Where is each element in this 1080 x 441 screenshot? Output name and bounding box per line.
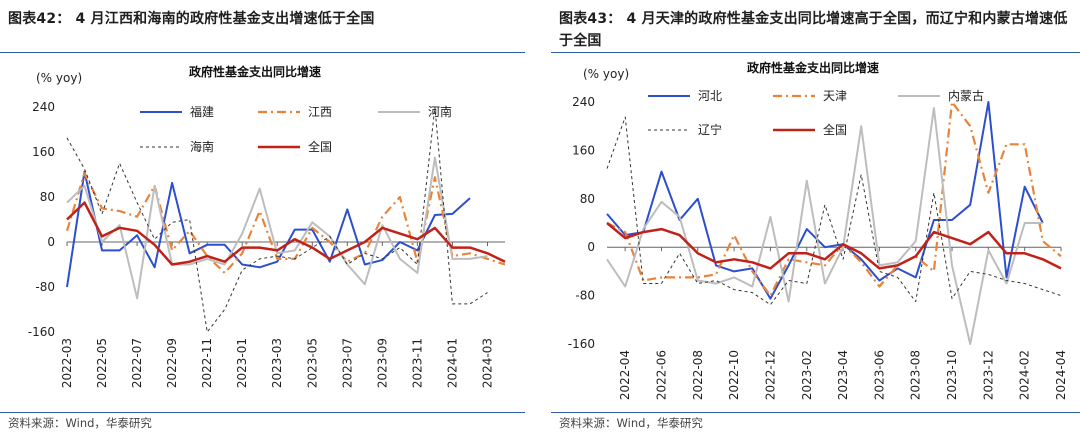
series-line-河南 [66, 156, 488, 300]
x-tick-label: 2022-08 [691, 350, 705, 400]
y-tick-label: -80 [35, 280, 55, 294]
x-tick-label: 2024-01 [445, 338, 459, 388]
legend-label: 天津 [823, 89, 847, 103]
y-tick-label: 80 [580, 192, 595, 206]
x-tick-label: 2022-06 [654, 350, 668, 400]
x-tick-label: 2024-04 [1054, 350, 1068, 400]
series-line-海南 [66, 106, 488, 333]
chart-title: 政府性基金支出同比增速 [747, 60, 879, 75]
figure-43-title: 图表43： 4 月天津的政府性基金支出同比增速高于全国，而辽宁和内蒙古增速低于全… [559, 11, 1068, 49]
y-tick-label: 240 [572, 95, 595, 109]
legend-label: 江西 [308, 105, 332, 119]
source-rule [0, 412, 525, 413]
x-tick-label: 2022-10 [727, 350, 741, 400]
x-tick-label: 2023-02 [800, 350, 814, 400]
figure-43-panel: 图表43： 4 月天津的政府性基金支出同比增速高于全国，而辽宁和内蒙古增速低于全… [551, 0, 1080, 441]
legend-label: 福建 [190, 104, 214, 119]
x-tick-label: 2023-09 [375, 338, 389, 388]
x-tick-label: 2022-12 [763, 350, 777, 400]
series-line-江西 [65, 172, 506, 274]
series-line-全国 [606, 222, 1062, 270]
figure-42-panel: 图表42： 4 月江西和海南的政府性基金支出增速低于全国 政府性基金支出同比增速… [0, 0, 525, 441]
x-tick-label: 2023-06 [872, 350, 886, 400]
legend-label: 河南 [428, 104, 452, 119]
x-tick-label: 2024-02 [1018, 350, 1032, 400]
legend-label: 全国 [308, 139, 332, 154]
source-rule [551, 412, 1080, 413]
y-tick-label: 0 [47, 235, 55, 249]
x-tick-label: 2022-07 [130, 338, 144, 388]
legend-label: 辽宁 [698, 122, 722, 137]
x-tick-label: 2023-12 [981, 350, 995, 400]
x-tick-label: 2023-10 [945, 350, 959, 400]
y-tick-label: -160 [568, 337, 595, 351]
x-tick-label: 2023-03 [270, 338, 284, 388]
x-tick-label: 2023-07 [340, 338, 354, 388]
x-tick-label: 2022-05 [95, 338, 109, 388]
figure-42-title: 图表42： 4 月江西和海南的政府性基金支出增速低于全国 [8, 11, 375, 27]
x-tick-label: 2022-11 [200, 338, 214, 388]
series-line-天津 [606, 100, 1062, 297]
y-tick-label: 160 [572, 143, 595, 157]
y-axis-label: (% yoy) [583, 67, 629, 81]
y-tick-label: -160 [28, 325, 55, 339]
y-tick-label: 0 [587, 240, 595, 254]
x-tick-label: 2023-08 [909, 350, 923, 400]
x-tick-label: 2022-03 [60, 338, 74, 388]
y-tick-label: 160 [32, 145, 55, 159]
y-tick-label: -80 [575, 289, 595, 303]
chart-title: 政府性基金支出同比增速 [189, 64, 321, 79]
title-rule [0, 52, 525, 53]
figure-42-source: 资料来源：Wind，华泰研究 [8, 416, 152, 430]
x-tick-label: 2024-03 [480, 338, 494, 388]
x-tick-label: 2023-11 [410, 338, 424, 388]
y-tick-label: 240 [32, 100, 55, 114]
figure-42-chart: 政府性基金支出同比增速 (% yoy) 240 160 80 0 -80 -160 2022-0… [28, 64, 506, 388]
x-tick-label: 2022-09 [165, 338, 179, 388]
legend-label: 内蒙古 [948, 88, 984, 103]
legend-label: 河北 [698, 89, 722, 103]
series-line-内蒙古 [606, 107, 1043, 345]
x-tick-label: 2023-01 [235, 338, 249, 388]
title-rule [551, 52, 1080, 53]
figure-43-source: 资料来源：Wind，华泰研究 [559, 416, 703, 430]
x-tick-label: 2023-05 [305, 338, 319, 388]
series-line-全国 [66, 201, 506, 266]
legend-label: 海南 [190, 139, 214, 154]
y-tick-label: 80 [40, 190, 55, 204]
series-line-辽宁 [606, 116, 1062, 306]
series-line-福建 [66, 170, 471, 288]
figure-43-chart: 政府性基金支出同比增速 (% yoy) 240 160 80 0 -80 -160 2022-0… [568, 60, 1068, 400]
legend-label: 全国 [823, 122, 847, 137]
x-tick-label: 2022-04 [618, 350, 632, 400]
x-tick-label: 2023-04 [836, 350, 850, 400]
y-axis-label: (% yoy) [36, 71, 82, 85]
